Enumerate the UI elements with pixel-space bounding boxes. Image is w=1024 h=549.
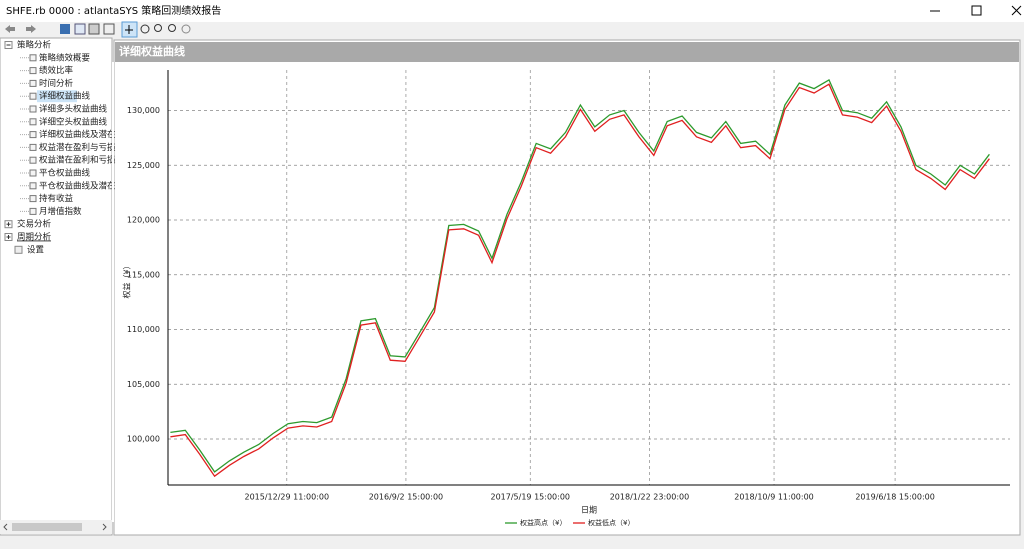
tree-panel [0, 37, 113, 536]
title-bar [0, 0, 1024, 22]
zoom-out-button[interactable] [168, 24, 176, 32]
y-tick-label: 120,000 [127, 216, 160, 225]
tree-node[interactable]: 详细权益曲线 [39, 91, 91, 102]
window-title: SHFE.rb 0000 : atlantaSYS 策略回测绩效报告 [6, 4, 221, 17]
x-tick-label: 2019/6/18 15:00:00 [855, 493, 935, 502]
back-button[interactable] [5, 25, 15, 33]
x-axis-label: 日期 [581, 506, 597, 515]
status-bar [0, 536, 1024, 549]
node-icon [29, 143, 37, 151]
tree-node[interactable]: 详细多头权益曲线 [39, 104, 108, 115]
export-button[interactable] [74, 23, 86, 35]
forward-button[interactable] [26, 25, 36, 33]
tree-node[interactable]: 设置 [27, 244, 45, 255]
y-axis-label: 权益（¥） [122, 261, 132, 298]
y-tick-label: 110,000 [127, 325, 160, 334]
tree-node[interactable]: 平仓权益曲线 [39, 168, 91, 179]
x-tick-label: 2015/12/29 11:00:00 [244, 493, 329, 502]
equity-line [170, 83, 990, 478]
tree-node[interactable]: 交易分析 [17, 219, 52, 230]
cursor-icon [125, 25, 133, 34]
save-button[interactable] [60, 24, 70, 34]
equity-line [170, 78, 990, 473]
node-icon [29, 182, 37, 190]
scroll-thumb[interactable] [12, 523, 82, 531]
maximize-button[interactable] [971, 5, 982, 16]
tree-node[interactable]: 时间分析 [39, 78, 74, 89]
node-icon [29, 67, 37, 75]
y-tick-label: 130,000 [127, 106, 160, 115]
tree-node[interactable]: 策略分析 [17, 40, 52, 51]
table-button[interactable] [103, 23, 115, 35]
panel-header [115, 42, 1019, 62]
node-icon [29, 92, 37, 100]
tree-node[interactable]: 权益潜在盈利与亏损 [39, 142, 116, 153]
node-icon [29, 131, 37, 139]
node-icon [29, 156, 37, 164]
zoom-in-button[interactable] [154, 24, 162, 32]
y-tick-label: 125,000 [127, 161, 160, 170]
y-tick-label: 100,000 [127, 435, 160, 444]
node-icon [29, 118, 37, 126]
tree-node[interactable]: 持有收益 [39, 193, 74, 204]
node-icon [29, 54, 37, 62]
node-icon [14, 245, 23, 254]
x-tick-label: 2016/9/2 15:00:00 [369, 493, 443, 502]
node-icon [29, 169, 37, 177]
x-tick-label: 2018/10/9 11:00:00 [734, 493, 814, 502]
tree-clip [112, 62, 114, 522]
x-tick-label: 2018/1/22 23:00:00 [610, 493, 690, 502]
scroll-arrows[interactable] [3, 523, 107, 531]
x-tick-label: 2017/5/19 15:00:00 [491, 493, 571, 502]
pan-button[interactable] [140, 24, 150, 34]
close-button[interactable] [1011, 5, 1022, 16]
tree-node[interactable]: 策略绩效概要 [39, 52, 91, 63]
node-icon [29, 207, 37, 215]
tree-node[interactable]: 平仓权益曲线及潜在 [39, 180, 116, 191]
y-tick-label: 115,000 [127, 270, 160, 279]
node-icon [29, 79, 37, 87]
legend-label: 权益低点（¥） [588, 518, 634, 527]
reset-button[interactable] [181, 24, 191, 34]
tree-node[interactable]: 月增值指数 [39, 206, 82, 217]
node-icon [29, 195, 37, 203]
node-icon [29, 105, 37, 113]
print-button[interactable] [88, 23, 100, 35]
tree-node[interactable]: 周期分析 [17, 232, 52, 243]
toolbar [5, 21, 191, 38]
selection [37, 90, 77, 103]
tree-node[interactable]: 详细权益曲线及潜在 [39, 129, 116, 140]
tree-node[interactable]: 权益潜在盈利和亏损 [39, 155, 116, 166]
tree-node[interactable]: 详细空头权益曲线 [39, 116, 108, 127]
tree-node[interactable]: 绩效比率 [39, 65, 74, 76]
panel-title: 详细权益曲线 [119, 44, 185, 58]
y-tick-label: 105,000 [127, 380, 160, 389]
legend-label: 权益高点（¥） [520, 518, 566, 527]
chart-panel [113, 39, 1021, 536]
